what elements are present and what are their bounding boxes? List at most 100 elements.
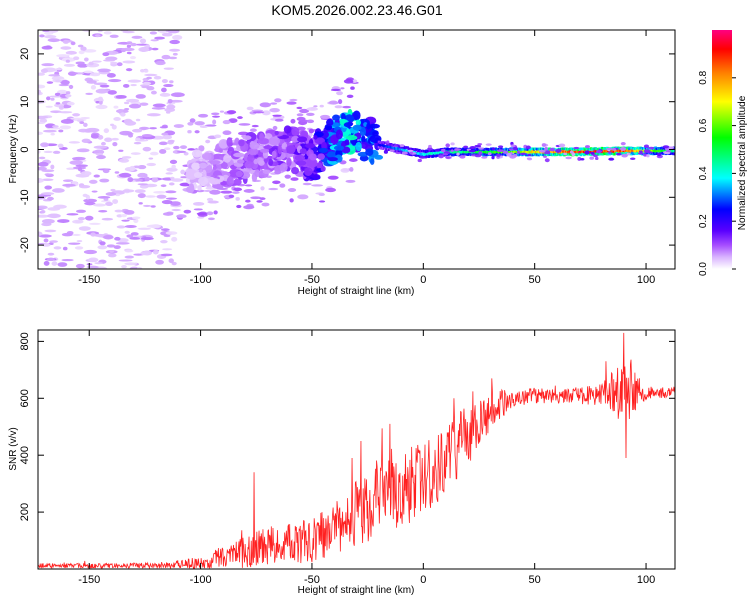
spectrogram-blob — [260, 186, 265, 191]
spectrogram-blob — [369, 158, 375, 165]
spectrogram-x-tick-label: 50 — [529, 274, 541, 286]
spectrogram-blob — [53, 246, 62, 250]
spectrogram-blob — [97, 68, 111, 73]
spectrogram-blob — [130, 152, 141, 155]
spectrogram-x-tick-label: 0 — [420, 274, 426, 286]
spectrogram-blob — [228, 194, 235, 198]
spectrogram-blob — [419, 156, 426, 159]
spectrogram-blob — [187, 130, 192, 134]
spectrogram-blob — [512, 146, 518, 151]
spectrogram-blob — [320, 114, 330, 120]
spectrogram-blob — [116, 62, 123, 67]
spectrogram-blob — [226, 176, 234, 187]
spectrogram-blob — [38, 166, 47, 171]
spectrogram-blob — [286, 157, 292, 167]
spectrogram-blob — [107, 90, 117, 95]
spectrogram-blob — [160, 184, 167, 188]
spectrogram-blob — [203, 189, 212, 192]
spectrogram-blob — [121, 264, 127, 269]
spectrogram-blob — [399, 144, 405, 148]
spectrogram-blob — [257, 137, 270, 145]
spectrogram-x-ticks: -150 -100 -50 0 50 100 — [78, 30, 655, 286]
spectrogram-blob — [170, 178, 184, 182]
spectrogram-blob — [286, 145, 296, 154]
spectrogram-blob — [163, 67, 174, 70]
spectrogram-blob — [143, 173, 148, 179]
spectrogram-blob — [70, 41, 76, 46]
spectrogram-blob — [526, 157, 532, 160]
spectrogram-blob — [62, 39, 70, 44]
spectrogram-blob — [165, 231, 178, 235]
spectrogram-blob — [104, 137, 113, 143]
spectrogram-blob — [124, 255, 135, 259]
spectrogram-blob — [54, 68, 63, 71]
spectrogram-blob — [124, 230, 130, 234]
spectrogram-blob — [97, 196, 111, 199]
spectrogram-blob — [342, 105, 352, 109]
spectrogram-blob — [213, 210, 218, 215]
spectrogram-blob — [143, 69, 149, 73]
spectrogram-blob — [83, 198, 98, 203]
spectrogram-blob — [61, 258, 74, 262]
spectrogram-blob — [74, 246, 84, 250]
spectrogram-blob — [41, 243, 51, 247]
spectrogram-blob — [87, 257, 99, 263]
spectrogram-blob — [242, 135, 252, 141]
spectrogram-blob — [346, 94, 354, 98]
spectrogram-blob — [279, 183, 286, 188]
spectrogram-blob — [151, 47, 159, 51]
spectrogram-blob — [427, 147, 433, 151]
spectrogram-blob — [668, 146, 675, 150]
spectrogram-blob — [401, 151, 408, 155]
spectrogram-blob — [326, 118, 334, 126]
spectrogram-blob — [340, 168, 350, 173]
spectrogram-blob — [168, 56, 178, 60]
spectrogram-ridge-cell — [584, 148, 587, 151]
spectrogram-blob — [193, 172, 203, 178]
spectrogram-x-tick-label: -100 — [190, 274, 212, 286]
spectrogram-blob — [80, 171, 92, 176]
spectrogram-blob — [253, 158, 259, 165]
spectrogram-blob — [237, 116, 243, 119]
spectrogram-ridge-cell — [406, 146, 410, 149]
spectrogram-ridge-cell — [399, 150, 402, 153]
colorbar: 0.0 0.2 0.4 0.6 0.8 Normalized spectral ampl… — [698, 30, 748, 276]
spectrogram-blob — [101, 199, 111, 203]
spectrogram-blob — [643, 149, 651, 153]
spectrogram-blob — [126, 98, 140, 103]
spectrogram-blob — [134, 189, 146, 194]
spectrogram-blob — [173, 145, 180, 150]
spectrogram-blob — [340, 87, 345, 90]
spectrogram-blob — [283, 125, 292, 134]
spectrogram-blob — [211, 112, 220, 116]
spectrogram-blob — [657, 152, 662, 157]
spectrogram-blob — [124, 249, 134, 253]
spectrogram-blob — [93, 174, 100, 178]
spectrogram-blob — [313, 105, 318, 108]
spectrogram-blob — [43, 238, 49, 243]
spectrogram-blob — [289, 98, 298, 102]
spectrogram-blob — [543, 155, 547, 158]
spectrogram-blob — [106, 73, 116, 78]
spectrogram-blob — [170, 92, 185, 98]
spectrogram-blob — [365, 148, 374, 156]
spectrogram-blob — [541, 143, 547, 147]
spectrogram-blob — [44, 31, 54, 35]
spectrogram-blob — [445, 156, 451, 159]
spectrogram-blob — [238, 123, 251, 126]
spectrogram-blob — [333, 145, 345, 151]
spectrogram-blob — [131, 35, 143, 39]
spectrogram-blob — [103, 128, 110, 134]
spectrogram-blob — [608, 157, 615, 161]
spectrogram-blob — [137, 227, 152, 230]
spectrogram-blob — [620, 141, 626, 146]
spectrogram-blob — [81, 138, 91, 143]
spectrogram-ridge-cell — [637, 149, 640, 152]
spectrogram-blob — [544, 146, 548, 151]
spectrogram-blob — [95, 152, 104, 156]
spectrogram-blob — [620, 147, 626, 151]
spectrogram-blob — [88, 222, 101, 225]
spectrogram-blob — [228, 118, 238, 123]
spectrogram-blob — [47, 38, 61, 43]
spectrogram-blob — [60, 46, 72, 50]
